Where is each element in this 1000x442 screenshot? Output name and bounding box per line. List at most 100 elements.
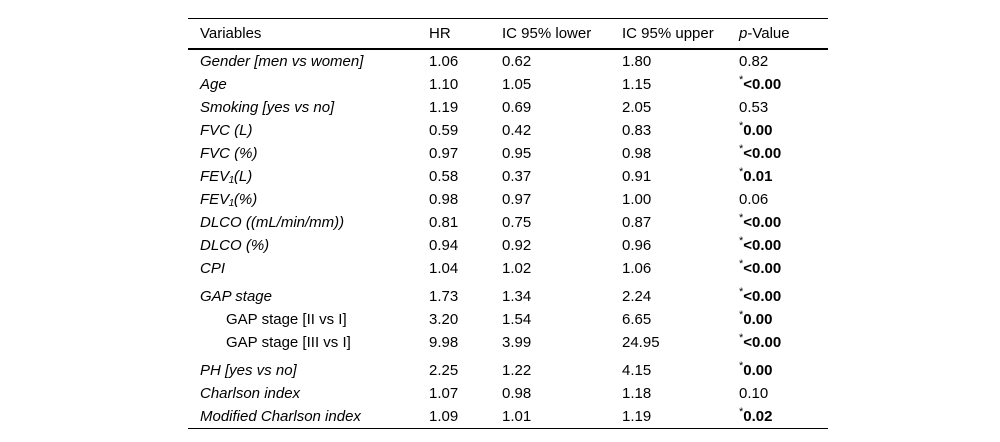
cell-p-value: *<0.00 [739,280,828,308]
table-row: Charlson index 1.07 0.98 1.18 0.10 [188,382,828,405]
cell-hr: 1.09 [429,408,459,425]
significance-star: * [739,235,744,247]
cell-ic-upper: 1.06 [622,260,652,277]
cell-p-value: 0.10 [739,382,828,405]
cell-ic-lower: 0.69 [502,99,532,116]
col-header-p-value: p-Value [739,18,828,50]
p-value-text: <0.00 [743,288,782,305]
table-row: CPI 1.04 1.02 1.06 *<0.00 [188,257,828,280]
cell-p-value: 0.53 [739,96,828,119]
cell-hr: 0.81 [429,214,459,231]
cell-ic-lower: 0.92 [502,237,532,254]
col-header-hr: HR [429,18,502,50]
cell-ic-upper: 0.87 [622,214,652,231]
cell-p-value: *0.00 [739,119,828,142]
cell-hr: 0.58 [429,168,459,185]
cell-variable: PH [yes vs no] [200,362,297,379]
cell-ic-upper: 1.80 [622,53,652,70]
cell-variable: DLCO (%) [200,237,270,254]
significance-star: * [739,74,744,86]
p-value-text: <0.00 [743,145,782,162]
cell-ic-lower: 0.42 [502,122,532,139]
cell-ic-lower: 1.02 [502,260,532,277]
cell-ic-upper: 0.91 [622,168,652,185]
cell-ic-lower: 1.54 [502,311,532,328]
cell-ic-lower: 0.97 [502,191,532,208]
p-value-text: 0.02 [743,408,773,425]
cell-variable: Age [200,76,227,93]
cell-variable: CPI [200,260,226,277]
cell-ic-lower: 0.98 [502,385,532,402]
cell-ic-lower: 1.05 [502,76,532,93]
cell-ic-lower: 0.95 [502,145,532,162]
cell-ic-lower: 1.01 [502,408,532,425]
table-row: FVC (%) 0.97 0.95 0.98 *<0.00 [188,142,828,165]
cell-ic-upper: 0.98 [622,145,652,162]
p-header-italic-part: p [739,25,748,42]
col-header-variables: Variables [188,18,429,50]
cell-ic-lower: 3.99 [502,334,532,351]
p-value-text: <0.00 [743,76,782,93]
table-row: FEV₁(%) 0.98 0.97 1.00 0.06 [188,188,828,211]
cell-p-value: *<0.00 [739,331,828,354]
table-row: DLCO ((mL/min/mm)) 0.81 0.75 0.87 *<0.00 [188,211,828,234]
col-header-ic-upper: IC 95% upper [622,18,739,50]
p-value-text: 0.01 [743,168,773,185]
cell-ic-upper: 4.15 [622,362,652,379]
cell-p-value: 0.06 [739,188,828,211]
cell-hr: 1.07 [429,385,459,402]
table-row: FVC (L) 0.59 0.42 0.83 *0.00 [188,119,828,142]
cell-hr: 2.25 [429,362,459,379]
cell-ic-upper: 1.19 [622,408,652,425]
cell-ic-lower: 0.37 [502,168,532,185]
cell-p-value: *<0.00 [739,234,828,257]
cell-ic-lower: 0.75 [502,214,532,231]
cell-hr: 1.73 [429,288,459,305]
cell-p-value: *<0.00 [739,73,828,96]
results-table-container: Variables HR IC 95% lower IC 95% upper p… [188,18,828,429]
cell-ic-upper: 2.05 [622,99,652,116]
p-value-text: 0.06 [739,191,769,208]
cell-p-value: *<0.00 [739,257,828,280]
significance-star: * [739,406,744,418]
cell-hr: 3.20 [429,311,459,328]
cell-variable: DLCO ((mL/min/mm)) [200,214,345,231]
significance-star: * [739,309,744,321]
table-row: FEV₁(L) 0.58 0.37 0.91 *0.01 [188,165,828,188]
cell-hr: 1.10 [429,76,459,93]
cell-hr: 9.98 [429,334,459,351]
cell-hr: 0.97 [429,145,459,162]
cell-p-value: *<0.00 [739,211,828,234]
significance-star: * [739,258,744,270]
p-value-text: <0.00 [743,214,782,231]
cell-variable: Gender [men vs women] [200,53,364,70]
cell-p-value: *0.00 [739,308,828,331]
cell-p-value: *<0.00 [739,142,828,165]
significance-star: * [739,286,744,298]
cell-variable: GAP stage [200,288,272,305]
cell-variable: FEV₁(L) [200,168,253,185]
cell-variable: GAP stage [III vs I] [226,334,351,351]
cell-p-value: *0.02 [739,405,828,429]
p-value-text: <0.00 [743,334,782,351]
cell-ic-upper: 24.95 [622,334,660,351]
table-row: DLCO (%) 0.94 0.92 0.96 *<0.00 [188,234,828,257]
table-row: Age 1.10 1.05 1.15 *<0.00 [188,73,828,96]
p-header-rest-part: -Value [747,25,790,42]
table-row: GAP stage [II vs I] 3.20 1.54 6.65 *0.00 [188,308,828,331]
p-value-text: 0.00 [743,311,773,328]
cell-ic-upper: 1.00 [622,191,652,208]
cell-variable: Modified Charlson index [200,408,361,425]
cell-ic-upper: 1.18 [622,385,652,402]
cell-hr: 1.06 [429,53,459,70]
significance-star: * [739,360,744,372]
cell-variable: Smoking [yes vs no] [200,99,335,116]
p-value-text: 0.00 [743,362,773,379]
table-body: Gender [men vs women] 1.06 0.62 1.80 0.8… [188,49,828,429]
p-value-text: 0.53 [739,99,769,116]
cell-variable: FEV₁(%) [200,191,258,208]
table-row: Modified Charlson index 1.09 1.01 1.19 *… [188,405,828,429]
table-row: Gender [men vs women] 1.06 0.62 1.80 0.8… [188,49,828,73]
cell-hr: 1.04 [429,260,459,277]
significance-star: * [739,120,744,132]
